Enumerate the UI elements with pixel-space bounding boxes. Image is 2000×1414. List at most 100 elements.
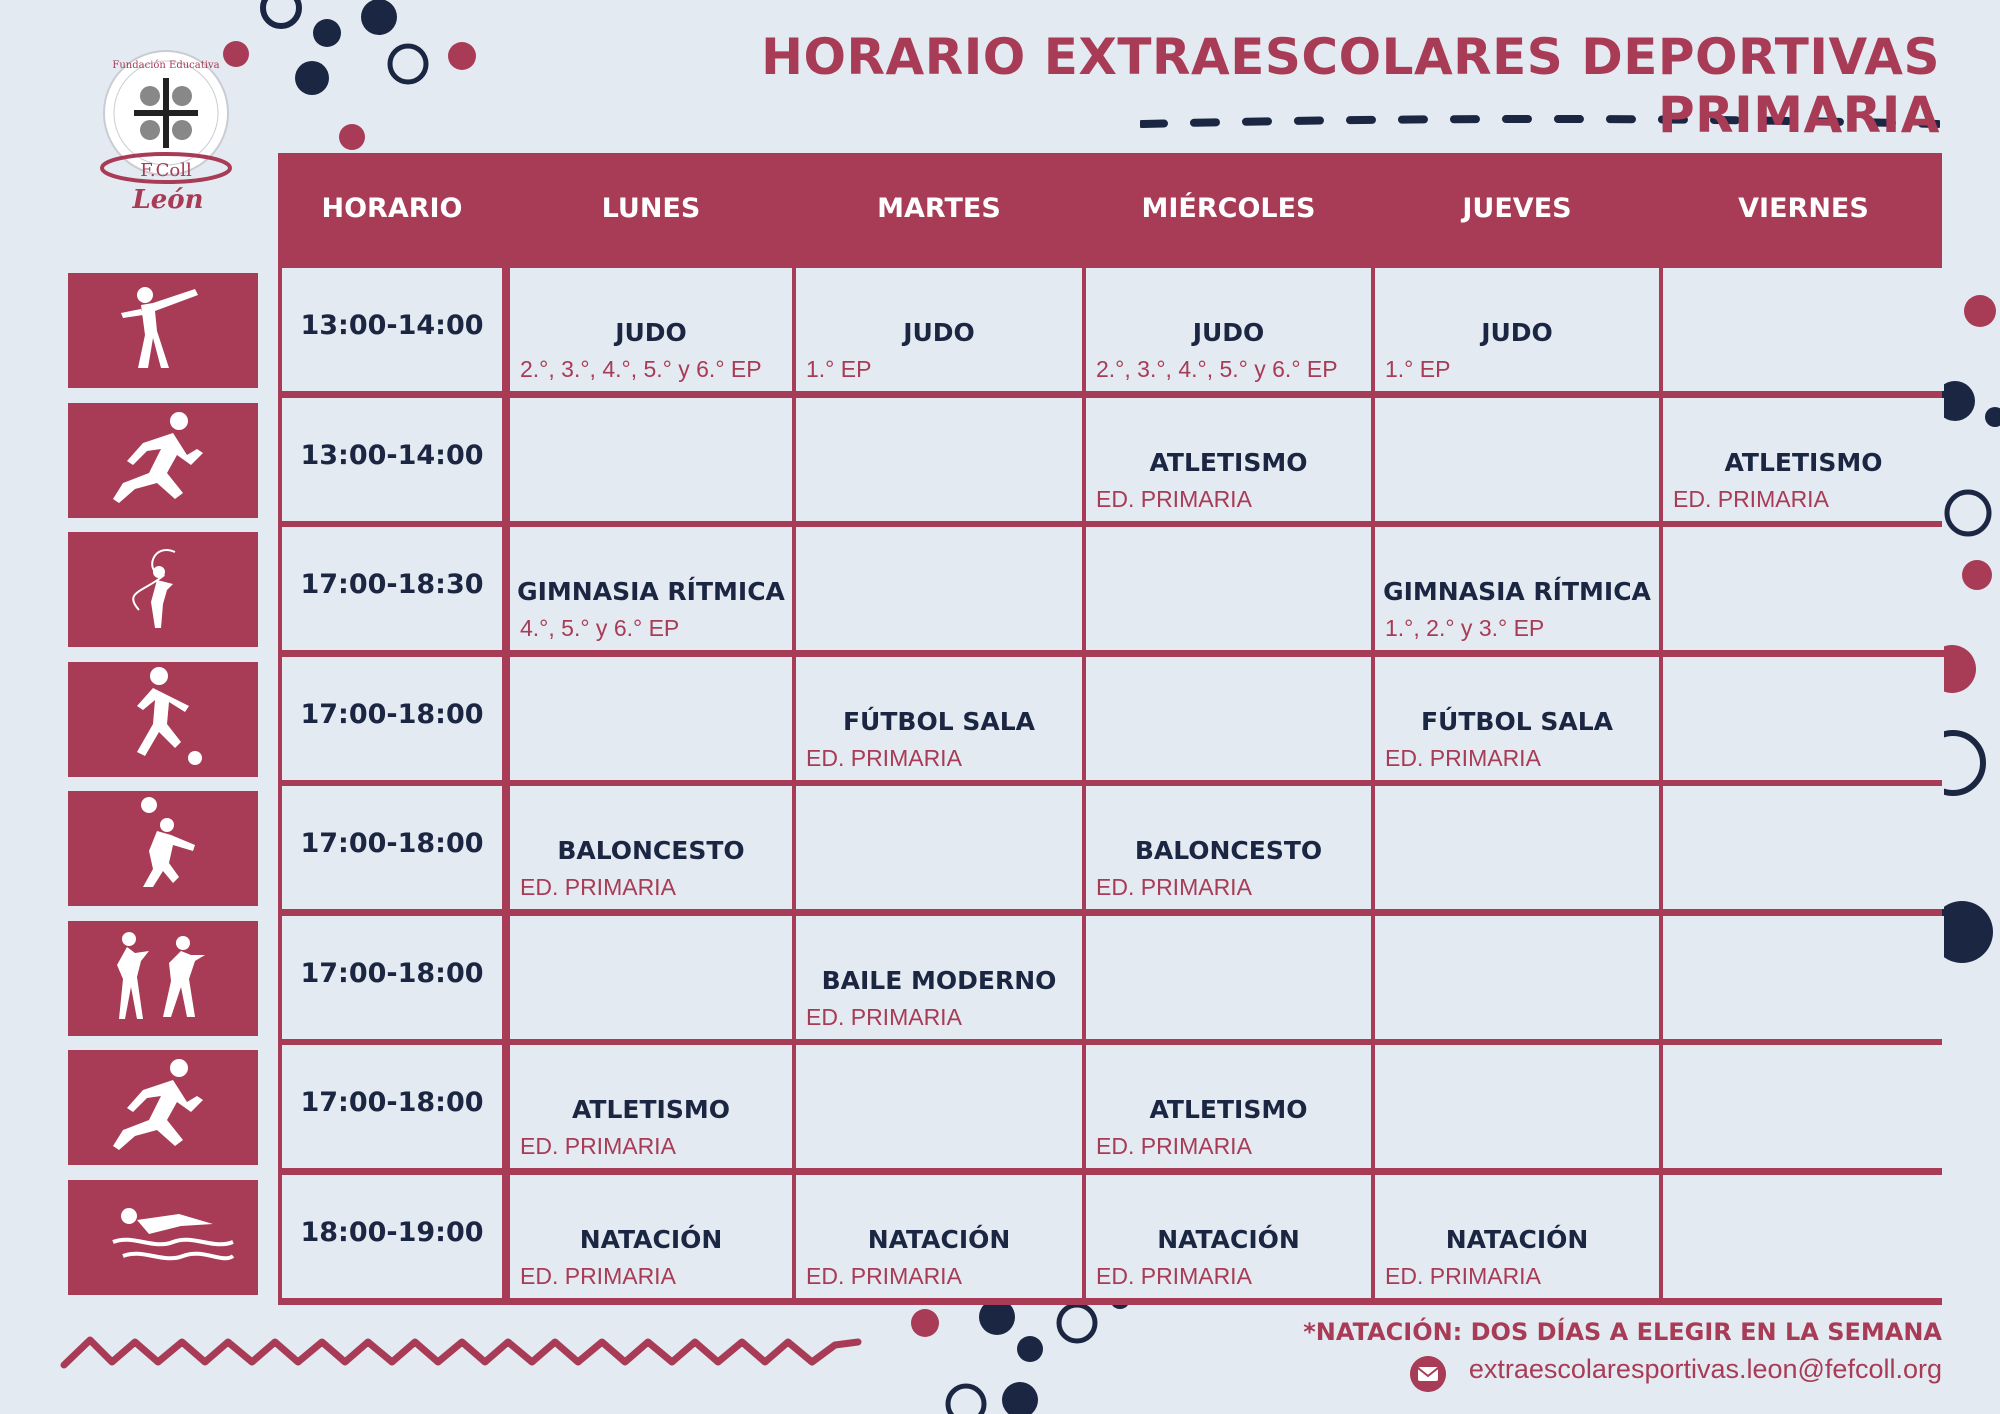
schedule-cell: JUDO 2.°, 3.°, 4.°, 5.° y 6.° EP — [510, 268, 792, 391]
schedule-cell — [1375, 915, 1659, 1039]
activity-group: ED. PRIMARIA — [1096, 1262, 1252, 1289]
activity-group: 1.° EP — [806, 356, 872, 382]
schedule-cell: NATACIÓN ED. PRIMARIA — [510, 1174, 792, 1298]
schedule-cell: BALONCESTO ED. PRIMARIA — [510, 786, 792, 909]
dancers-icon — [117, 931, 205, 1019]
schedule-cell: ATLETISMO ED. PRIMARIA — [510, 1045, 792, 1168]
schedule-cell — [796, 786, 1082, 909]
school-logo: F.Coll Fundación Educativa — [100, 50, 232, 184]
activity-name: GIMNASIA RÍTMICA — [1383, 577, 1651, 606]
schedule-cell: JUDO 1.° EP — [1375, 268, 1659, 391]
activity-group: ED. PRIMARIA — [1385, 744, 1541, 771]
time-cell: 13:00-14:00 — [282, 397, 502, 521]
activity-group: ED. PRIMARIA — [806, 744, 962, 771]
activity-name: JUDO — [1481, 318, 1553, 347]
schedule-cell — [1663, 915, 1944, 1039]
swimming-note: *NATACIÓN: DOS DÍAS A ELEGIR EN LA SEMAN… — [1303, 1318, 1942, 1346]
schedule-cell: FÚTBOL SALA ED. PRIMARIA — [796, 656, 1082, 780]
header-0: HORARIO — [321, 193, 463, 224]
sport-tile — [68, 1179, 258, 1295]
schedule-cell — [1375, 1045, 1659, 1168]
activity-name: BAILE MODERNO — [821, 965, 1057, 995]
activity-name: FÚTBOL SALA — [842, 706, 1035, 736]
activity-group: ED. PRIMARIA — [1096, 485, 1252, 512]
activity-name: ATLETISMO — [1149, 1095, 1308, 1124]
sport-tile — [68, 402, 258, 518]
activity-group: 4.°, 5.° y 6.° EP — [520, 615, 680, 641]
activity-name: ATLETISMO — [1149, 447, 1308, 477]
time-slot: 17:00-18:00 — [300, 698, 484, 730]
schedule-cell — [510, 397, 792, 521]
schedule-cell: FÚTBOL SALA ED. PRIMARIA — [1375, 656, 1659, 780]
activity-name: BALONCESTO — [557, 836, 745, 865]
time-cell: 17:00-18:00 — [282, 915, 502, 1039]
table-header: HORARIO LUNES MARTES MIÉRCOLES JUEVES VIERNES — [278, 153, 1942, 265]
header-4: JUEVES — [1462, 193, 1572, 224]
contact-email[interactable]: extraescolaresportivas.leon@fefcoll.org — [1468, 1354, 1942, 1384]
activity-name: FÚTBOL SALA — [1420, 706, 1613, 736]
schedule-cell — [1663, 527, 1944, 650]
activity-name: JUDO — [615, 318, 687, 347]
sport-tile — [68, 1050, 258, 1165]
schedule-cell — [510, 915, 792, 1039]
activity-name: BALONCESTO — [1134, 836, 1323, 865]
schedule-cell — [796, 397, 1082, 521]
schedule-cell: BAILE MODERNO ED. PRIMARIA — [796, 915, 1082, 1039]
schedule-cell — [1663, 1045, 1944, 1168]
activity-name: JUDO — [903, 318, 975, 347]
time-cell: 17:00-18:00 — [282, 656, 502, 780]
schedule-cell — [510, 656, 792, 780]
schedule-cell: ATLETISMO ED. PRIMARIA — [1086, 1045, 1371, 1168]
logo-brand: F.Coll — [140, 160, 192, 181]
activity-group: ED. PRIMARIA — [806, 1003, 962, 1030]
activity-name: NATACIÓN — [867, 1224, 1011, 1254]
activity-group: ED. PRIMARIA — [520, 1262, 676, 1289]
schedule-cell: JUDO 2.°, 3.°, 4.°, 5.° y 6.° EP — [1086, 268, 1371, 391]
header-3: MIÉRCOLES — [1141, 193, 1316, 224]
sport-tile — [68, 920, 258, 1036]
activity-group: ED. PRIMARIA — [1096, 874, 1252, 900]
schedule-cell: BALONCESTO ED. PRIMARIA — [1086, 786, 1371, 909]
activity-group: 2.°, 3.°, 4.°, 5.° y 6.° EP — [520, 356, 762, 382]
schedule-cell: NATACIÓN ED. PRIMARIA — [1375, 1174, 1659, 1298]
activity-group: ED. PRIMARIA — [1673, 485, 1829, 512]
schedule-cell — [796, 1045, 1082, 1168]
schedule-cell — [1086, 527, 1371, 650]
time-cell: 17:00-18:30 — [282, 527, 502, 650]
time-slot: 13:00-14:00 — [300, 310, 484, 341]
activity-name: GIMNASIA RÍTMICA — [517, 577, 785, 606]
activity-group: 1.° EP — [1385, 356, 1451, 382]
schedule-cell — [1086, 656, 1371, 780]
schedule-cell: ATLETISMO ED. PRIMARIA — [1663, 397, 1944, 521]
schedule-cell — [1086, 915, 1371, 1039]
swimmer-icon — [112, 1207, 235, 1260]
runner-icon — [113, 411, 203, 503]
time-slot: 17:00-18:00 — [300, 957, 484, 989]
logo-city: León — [132, 185, 204, 215]
activity-group: ED. PRIMARIA — [520, 1133, 676, 1159]
time-slot: 13:00-14:00 — [300, 439, 484, 471]
schedule-cell — [1663, 1174, 1944, 1298]
activity-name: ATLETISMO — [572, 1095, 730, 1124]
activity-name: NATACIÓN — [1445, 1224, 1589, 1254]
schedule-cell: NATACIÓN ED. PRIMARIA — [1086, 1174, 1371, 1298]
schedule-cell: GIMNASIA RÍTMICA 4.°, 5.° y 6.° EP — [510, 527, 792, 650]
runner-icon — [113, 1059, 203, 1150]
schedule-table: HORARIO LUNES MARTES MIÉRCOLES JUEVES VIERNES… — [278, 153, 1944, 1305]
decorative-dash-line — [1140, 115, 1940, 128]
soccer-player-icon — [137, 666, 202, 765]
activity-name: NATACIÓN — [579, 1224, 723, 1254]
header-1: LUNES — [601, 193, 701, 224]
time-slot: 18:00-19:00 — [300, 1216, 484, 1248]
header-2: MARTES — [877, 193, 1001, 224]
sport-tile — [68, 273, 258, 388]
time-cell: 17:00-18:00 — [282, 1045, 502, 1168]
sport-tile — [68, 532, 258, 647]
activity-group: ED. PRIMARIA — [1385, 1262, 1541, 1289]
activity-group: 2.°, 3.°, 4.°, 5.° y 6.° EP — [1096, 356, 1338, 382]
schedule-cell — [796, 527, 1082, 650]
sport-tile — [68, 661, 258, 777]
time-cell: 17:00-18:00 — [282, 786, 502, 909]
activity-group: ED. PRIMARIA — [520, 874, 676, 900]
